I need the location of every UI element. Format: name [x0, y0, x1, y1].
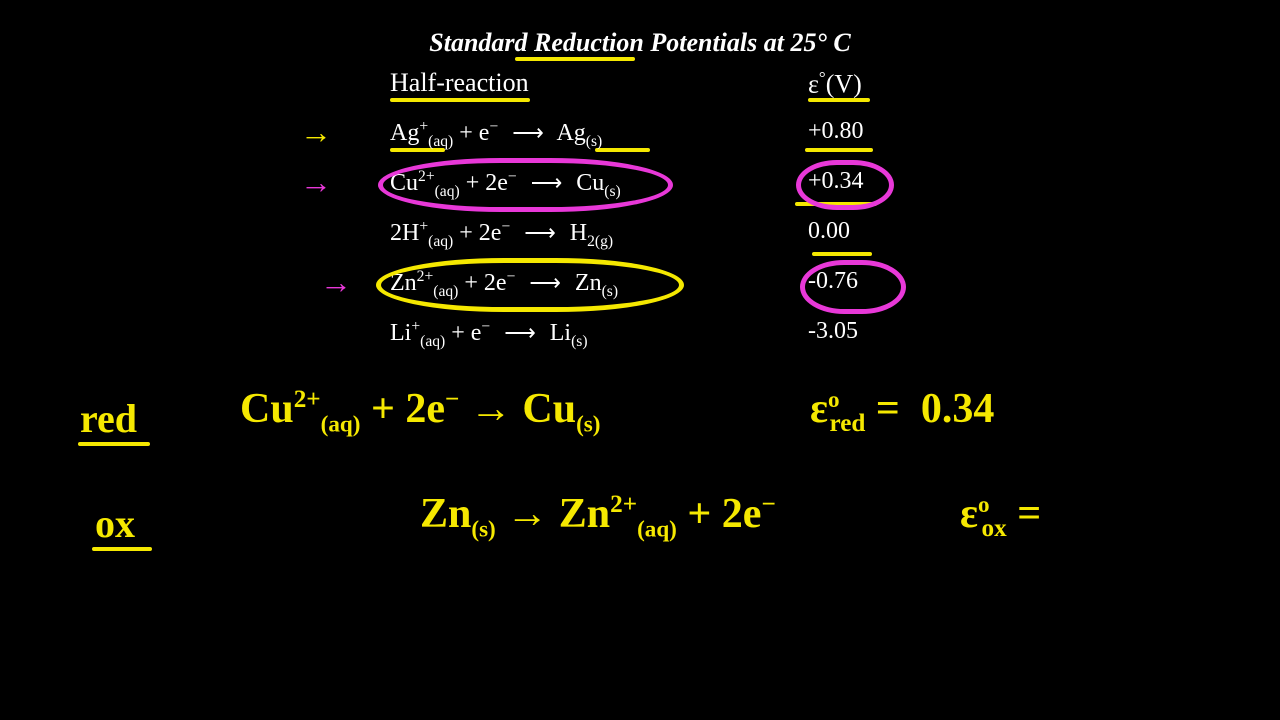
degree-symbol: °: [819, 68, 826, 87]
highlight-circle: [800, 260, 906, 314]
epsilon-symbol: ε: [808, 70, 819, 99]
table-row-reaction: Ag+(aq) + e− ⟶ Ag(s): [390, 118, 602, 151]
arrow-icon: →: [320, 264, 352, 301]
page-title: Standard Reduction Potentials at 25° C: [429, 28, 850, 58]
handwritten-oxidation-equation: Zn(s) → Zn2+(aq) + 2e−: [420, 490, 776, 542]
handwritten-red-label: red: [80, 395, 137, 442]
highlight-circle: [378, 158, 673, 212]
handwritten-ox-label: ox: [95, 500, 135, 547]
underline: [390, 98, 530, 102]
table-row-potential: +0.80: [808, 118, 864, 145]
table-row-reaction: 2H+(aq) + 2e− ⟶ H2(g): [390, 218, 613, 251]
highlight-circle: [796, 160, 894, 210]
arrow-icon: →: [300, 114, 332, 151]
column-header-potential: ε°(V): [808, 68, 862, 100]
underline: [92, 547, 152, 551]
handwritten-reduction-potential: εored = 0.34: [810, 385, 994, 438]
table-row-potential: -3.05: [808, 318, 858, 345]
arrow-icon: →: [300, 164, 332, 201]
underline: [805, 148, 873, 152]
table-row-reaction: Li+(aq) + e− ⟶ Li(s): [390, 318, 588, 351]
handwritten-reduction-equation: Cu2+(aq) + 2e− → Cu(s): [240, 385, 600, 437]
column-header-reaction: Half-reaction: [390, 68, 529, 98]
underline: [812, 252, 872, 256]
unit-label: (V): [826, 70, 862, 99]
table-row-potential: 0.00: [808, 218, 850, 245]
underline: [595, 148, 650, 152]
underline: [78, 442, 150, 446]
underline: [515, 57, 635, 61]
highlight-circle: [376, 258, 684, 312]
handwritten-oxidation-potential: εoox =: [960, 490, 1041, 543]
